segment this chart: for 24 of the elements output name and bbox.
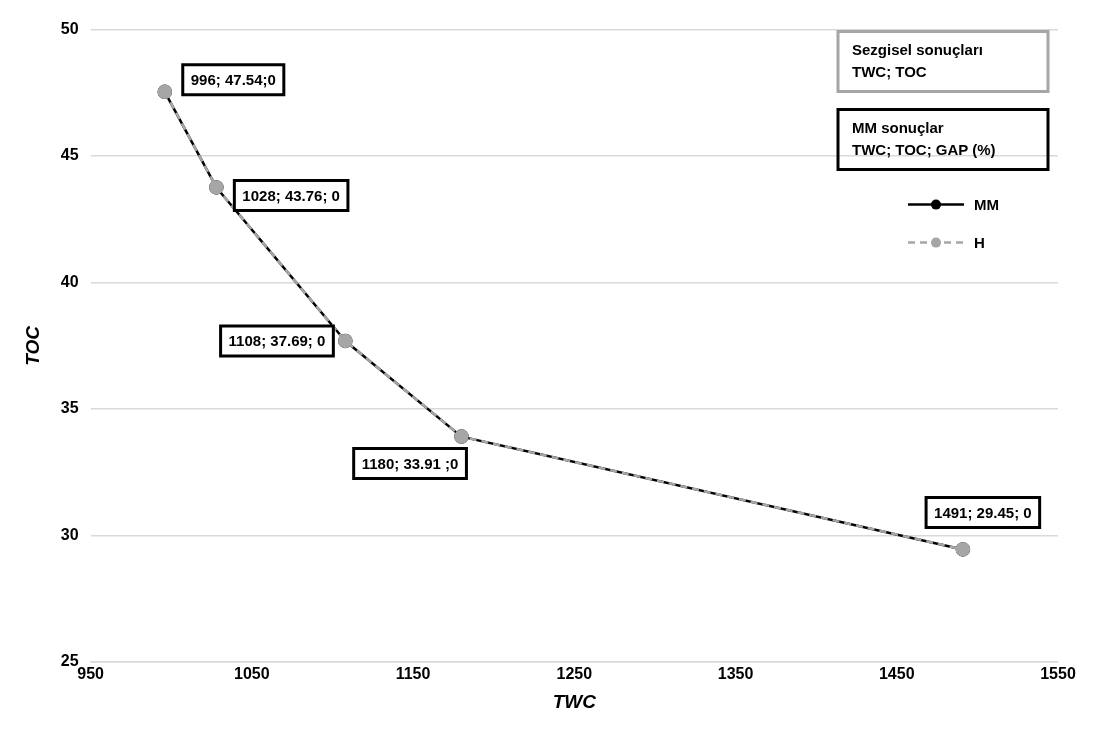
annotation: 1491; 29.45; 0 — [934, 503, 1032, 521]
y-tick-label: 50 — [60, 20, 79, 38]
annotation: 996; 47.54;0 — [190, 70, 276, 88]
annotation: MM sonuçlar TWC; TOC; GAP (%) — [852, 118, 996, 158]
y-tick-label: 25 — [60, 652, 79, 670]
y-tick-label: 30 — [60, 525, 79, 543]
x-tick-label: 1050 — [234, 665, 270, 683]
y-axis-title: TOC — [21, 325, 43, 366]
x-tick-label: 1150 — [395, 665, 431, 683]
x-axis-title: TWC — [552, 690, 597, 712]
y-tick-label: 40 — [60, 272, 79, 290]
x-tick-label: 1550 — [1040, 665, 1076, 683]
legend-label: MM — [974, 195, 999, 213]
y-tick-label: 35 — [60, 399, 79, 417]
annotation: 1028; 43.76; 0 — [242, 186, 340, 204]
x-tick-label: 950 — [77, 665, 105, 683]
x-tick-label: 1350 — [717, 665, 754, 683]
x-tick-label: 1450 — [878, 665, 915, 683]
annotation: 1180; 33.91 ;0 — [361, 454, 459, 472]
annotation: Sezgisel sonuçları TWC; TOC — [852, 40, 983, 80]
y-tick-label: 45 — [60, 146, 79, 164]
legend-label: H — [974, 233, 985, 251]
annotation: 1108; 37.69; 0 — [228, 332, 326, 350]
x-tick-label: 1250 — [556, 665, 593, 683]
